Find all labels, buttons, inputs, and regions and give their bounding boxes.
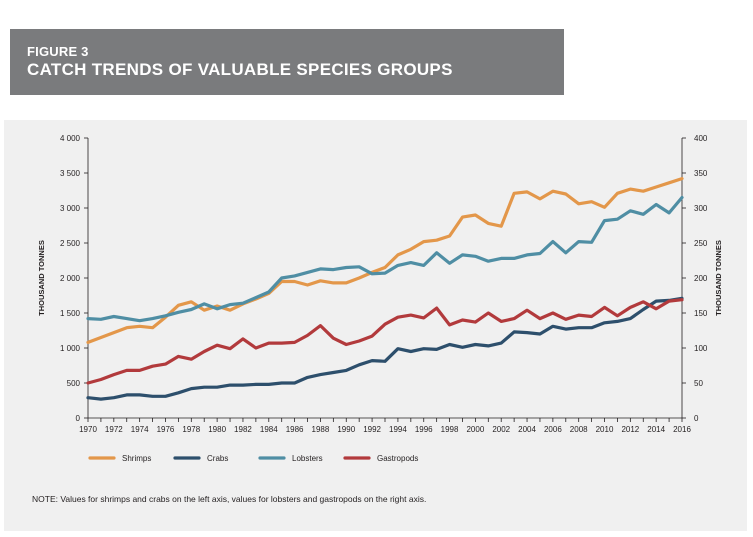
y-tick-label-right: 250	[694, 239, 708, 248]
figure-note: NOTE: Values for shrimps and crabs on th…	[32, 494, 427, 504]
x-tick-label: 1972	[105, 425, 123, 434]
series-line-gastropods	[86, 298, 684, 385]
y-tick-label-right: 0	[694, 414, 699, 423]
x-tick-label: 1986	[286, 425, 304, 434]
x-tick-label: 1978	[182, 425, 200, 434]
x-tick-label: 1974	[131, 425, 149, 434]
figure-title: CATCH TRENDS OF VALUABLE SPECIES GROUPS	[27, 60, 453, 79]
y-tick-label-left: 1 500	[60, 309, 81, 318]
y-tick-label-right: 400	[694, 134, 708, 143]
chart-panel	[4, 120, 747, 531]
x-tick-label: 1988	[312, 425, 330, 434]
y-tick-label-left: 4 000	[60, 134, 81, 143]
figure-header	[10, 29, 564, 95]
figure-label: FIGURE 3	[27, 44, 89, 59]
y-tick-label-right: 300	[694, 204, 708, 213]
x-tick-label: 2008	[570, 425, 588, 434]
series-line-crabs	[86, 296, 684, 401]
x-tick-label: 2012	[621, 425, 639, 434]
y-tick-label-left: 1 000	[60, 344, 81, 353]
series-line-shrimps	[86, 177, 684, 344]
x-tick-label: 1990	[337, 425, 355, 434]
x-tick-label: 1982	[234, 425, 252, 434]
x-tick-label: 2014	[647, 425, 665, 434]
y-tick-label-right: 150	[694, 309, 708, 318]
x-tick-label: 1996	[415, 425, 433, 434]
y-axis-title-left: THOUSAND TONNES	[37, 240, 46, 316]
x-tick-label: 2004	[518, 425, 536, 434]
y-tick-label-left: 0	[76, 414, 81, 423]
y-tick-label-right: 200	[694, 274, 708, 283]
legend-label-lobsters: Lobsters	[292, 454, 323, 463]
y-tick-label-left: 500	[67, 379, 81, 388]
legend-label-gastropods: Gastropods	[377, 454, 418, 463]
y-tick-label-right: 100	[694, 344, 708, 353]
series-line-lobsters	[86, 195, 684, 323]
y-tick-label-left: 3 500	[60, 169, 81, 178]
x-tick-label: 1998	[441, 425, 459, 434]
x-tick-label: 1980	[208, 425, 226, 434]
legend-label-crabs: Crabs	[207, 454, 228, 463]
x-tick-label: 1992	[363, 425, 381, 434]
x-tick-label: 1994	[389, 425, 407, 434]
legend-label-shrimps: Shrimps	[122, 454, 151, 463]
y-tick-label-right: 50	[694, 379, 703, 388]
x-tick-label: 2000	[466, 425, 484, 434]
x-tick-label: 2016	[673, 425, 691, 434]
y-tick-label-left: 3 000	[60, 204, 81, 213]
y-tick-label-right: 350	[694, 169, 708, 178]
x-tick-label: 2002	[492, 425, 510, 434]
x-tick-label: 2010	[596, 425, 614, 434]
y-tick-label-left: 2 500	[60, 239, 81, 248]
x-tick-label: 1970	[79, 425, 97, 434]
y-tick-label-left: 2 000	[60, 274, 81, 283]
x-tick-label: 1984	[260, 425, 278, 434]
x-tick-label: 1976	[157, 425, 175, 434]
x-tick-label: 2006	[544, 425, 562, 434]
y-axis-title-right: THOUSAND TONNES	[714, 240, 723, 316]
